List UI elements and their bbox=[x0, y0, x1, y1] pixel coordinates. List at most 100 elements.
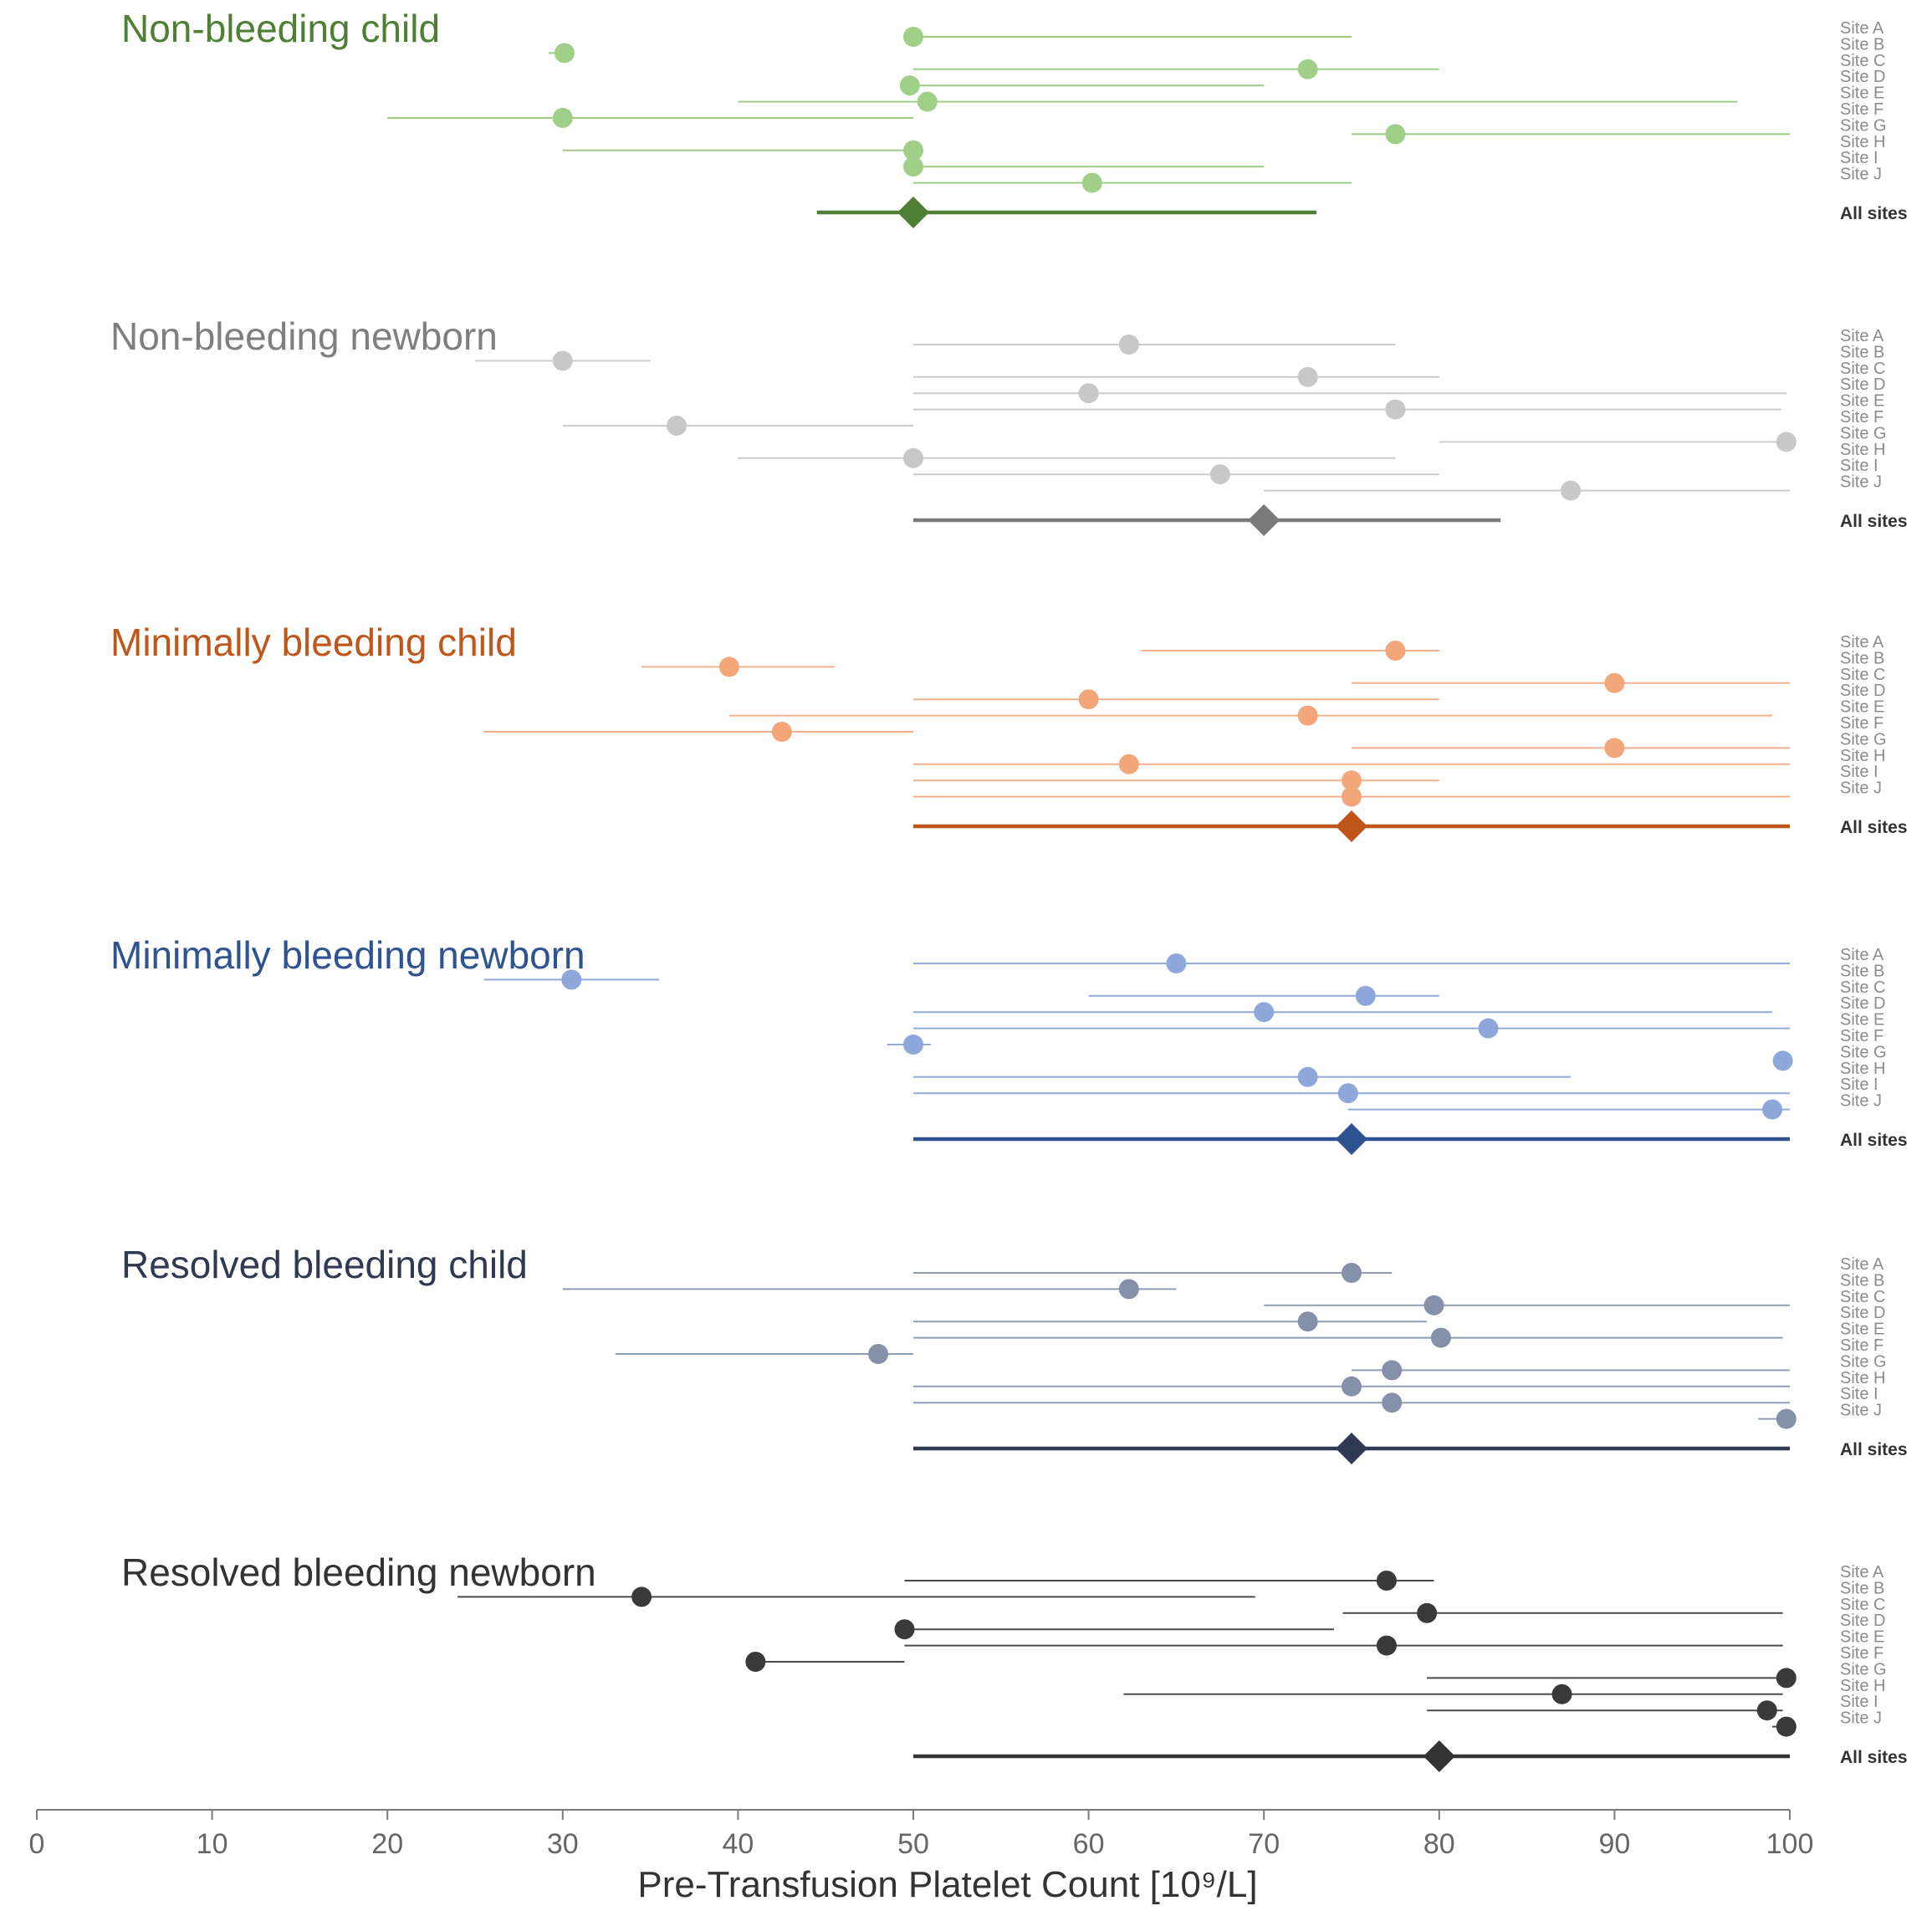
site-label: Site D bbox=[1840, 1304, 1885, 1322]
point-estimate bbox=[917, 91, 938, 112]
site-label: Site E bbox=[1840, 84, 1884, 103]
point-estimate bbox=[1118, 754, 1139, 774]
point-estimate bbox=[868, 1344, 889, 1364]
point-estimate bbox=[1561, 480, 1581, 501]
site-label: Site D bbox=[1840, 376, 1885, 394]
x-tick-label: 50 bbox=[897, 1828, 929, 1860]
point-estimate bbox=[903, 140, 923, 161]
summary-diamond bbox=[1336, 1433, 1367, 1464]
x-tick-label: 70 bbox=[1248, 1828, 1280, 1860]
point-estimate bbox=[1297, 705, 1318, 726]
site-label: Site J bbox=[1840, 473, 1882, 492]
point-estimate bbox=[903, 447, 923, 468]
point-estimate bbox=[1254, 1002, 1275, 1023]
point-estimate bbox=[1551, 1684, 1572, 1704]
site-label: Site F bbox=[1840, 1336, 1883, 1355]
point-estimate bbox=[631, 1586, 652, 1607]
summary-diamond bbox=[897, 197, 929, 228]
site-label: Site F bbox=[1840, 408, 1883, 427]
x-tick-label: 0 bbox=[29, 1828, 45, 1860]
site-label: Site E bbox=[1840, 392, 1884, 411]
site-label: Site G bbox=[1840, 424, 1887, 442]
site-label: Site J bbox=[1840, 166, 1882, 184]
point-estimate bbox=[1604, 672, 1625, 693]
group-title: Non-bleeding newborn bbox=[110, 314, 498, 358]
x-tick-label: 90 bbox=[1598, 1828, 1630, 1860]
site-label: Site I bbox=[1840, 1385, 1878, 1403]
summary-diamond bbox=[1423, 1740, 1455, 1772]
summary-label: All sites bbox=[1840, 1748, 1908, 1767]
point-estimate bbox=[1342, 770, 1362, 791]
site-label: Site J bbox=[1840, 1402, 1882, 1420]
site-label: Site D bbox=[1840, 1612, 1885, 1630]
site-label: Site G bbox=[1840, 1043, 1887, 1061]
site-label: Site F bbox=[1840, 1644, 1883, 1663]
point-estimate bbox=[1604, 738, 1625, 759]
point-estimate bbox=[771, 722, 792, 742]
point-estimate bbox=[1342, 786, 1362, 807]
site-label: Site B bbox=[1840, 649, 1884, 667]
site-label: Site C bbox=[1840, 1596, 1885, 1614]
site-label: Site I bbox=[1840, 149, 1878, 167]
site-label: Site D bbox=[1840, 994, 1885, 1013]
site-label: Site H bbox=[1840, 1060, 1885, 1078]
point-estimate bbox=[1772, 1050, 1793, 1071]
site-label: Site E bbox=[1840, 698, 1884, 717]
site-label: Site H bbox=[1840, 133, 1885, 151]
site-label: Site A bbox=[1840, 19, 1884, 38]
site-label: Site G bbox=[1840, 730, 1887, 749]
point-estimate bbox=[903, 1035, 923, 1055]
site-label: Site I bbox=[1840, 1693, 1878, 1711]
summary-label: All sites bbox=[1840, 1440, 1908, 1459]
point-estimate bbox=[1776, 1716, 1797, 1737]
point-estimate bbox=[1376, 1635, 1397, 1656]
point-estimate bbox=[1078, 689, 1099, 710]
x-tick-label: 10 bbox=[197, 1828, 228, 1860]
site-label: Site F bbox=[1840, 714, 1883, 733]
point-estimate bbox=[1342, 1263, 1362, 1283]
point-estimate bbox=[1385, 124, 1406, 145]
site-label: Site J bbox=[1840, 779, 1882, 798]
site-label: Site F bbox=[1840, 100, 1883, 119]
x-tick-label: 30 bbox=[547, 1828, 579, 1860]
site-label: Site A bbox=[1840, 946, 1884, 964]
site-label: Site B bbox=[1840, 962, 1884, 980]
point-estimate bbox=[899, 75, 920, 96]
point-estimate bbox=[903, 156, 923, 177]
point-estimate bbox=[894, 1619, 915, 1640]
point-estimate bbox=[718, 657, 739, 677]
site-label: Site C bbox=[1840, 978, 1885, 997]
site-label: Site A bbox=[1840, 633, 1884, 651]
point-estimate bbox=[1385, 399, 1406, 420]
x-tick-label: 100 bbox=[1766, 1828, 1814, 1860]
group-title: Resolved bleeding newborn bbox=[121, 1551, 596, 1594]
point-estimate bbox=[1776, 1408, 1797, 1429]
point-estimate bbox=[1382, 1392, 1403, 1413]
point-estimate bbox=[552, 350, 573, 371]
site-label: Site H bbox=[1840, 1369, 1885, 1387]
x-axis-title: Pre-Transfusion Platelet Count [10⁹/L] bbox=[637, 1864, 1257, 1905]
summary-diamond bbox=[1336, 810, 1367, 842]
point-estimate bbox=[1297, 366, 1318, 387]
summary-diamond bbox=[1336, 1123, 1367, 1155]
site-label: Site I bbox=[1840, 457, 1878, 475]
site-label: Site H bbox=[1840, 441, 1885, 459]
x-tick-label: 20 bbox=[371, 1828, 403, 1860]
site-label: Site A bbox=[1840, 1563, 1884, 1581]
point-estimate bbox=[1166, 953, 1187, 973]
site-label: Site B bbox=[1840, 1579, 1884, 1597]
point-estimate bbox=[1776, 432, 1797, 452]
site-label: Site B bbox=[1840, 1271, 1884, 1290]
group-title: Minimally bleeding child bbox=[110, 621, 517, 664]
site-label: Site J bbox=[1840, 1709, 1882, 1728]
site-label: Site E bbox=[1840, 1011, 1884, 1030]
summary-label: All sites bbox=[1840, 204, 1908, 223]
site-label: Site J bbox=[1840, 1092, 1882, 1111]
summary-label: All sites bbox=[1840, 1131, 1908, 1150]
